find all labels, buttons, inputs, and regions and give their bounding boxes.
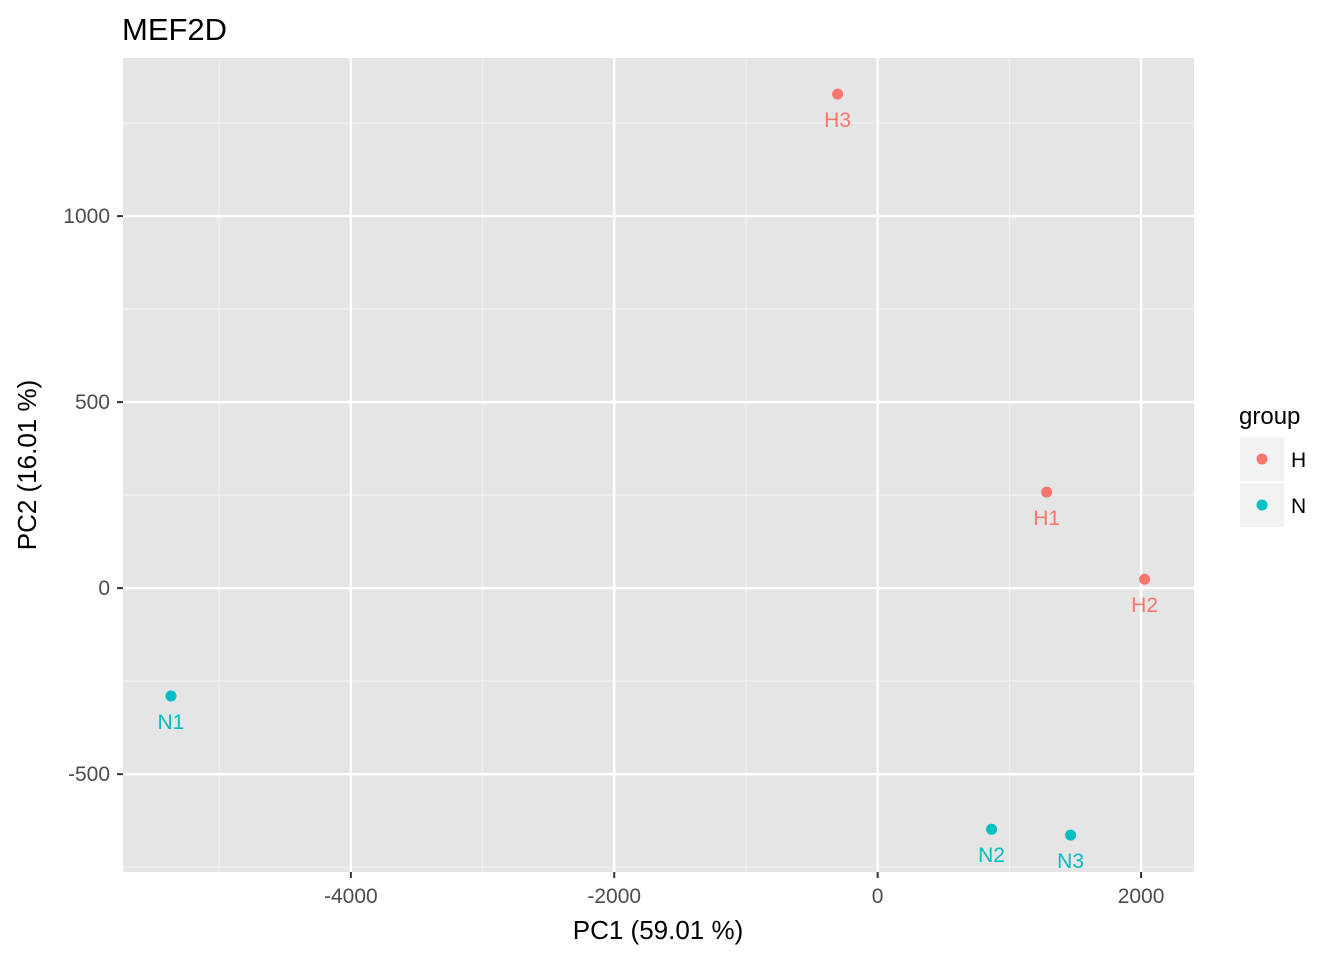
legend-label: H bbox=[1291, 449, 1306, 472]
axes: -4000 -2000 0 2000 -500 0 500 1000 bbox=[63, 205, 1164, 908]
y-tick-label: 1000 bbox=[63, 205, 110, 228]
point-label: H2 bbox=[1131, 594, 1158, 617]
data-point-h1 bbox=[1041, 486, 1053, 498]
y-tick-label: -500 bbox=[68, 763, 110, 786]
y-tick-label: 500 bbox=[75, 391, 110, 414]
y-tick-label: 0 bbox=[98, 577, 110, 600]
grid-lines bbox=[123, 58, 1194, 872]
x-axis-label: PC1 (59.01 %) bbox=[573, 915, 744, 945]
data-points: H3 H1 H2 N1 N2 N3 bbox=[158, 88, 1158, 873]
data-point-h3 bbox=[832, 88, 844, 100]
x-tick-label: 2000 bbox=[1118, 885, 1165, 908]
legend-title: group bbox=[1239, 403, 1300, 430]
point-label: N3 bbox=[1057, 850, 1084, 873]
legend-marker-h bbox=[1256, 453, 1268, 465]
legend-label: N bbox=[1291, 495, 1306, 518]
point-label: N1 bbox=[158, 711, 185, 734]
x-tick-label: -2000 bbox=[587, 885, 641, 908]
chart-title: MEF2D bbox=[122, 12, 227, 47]
x-tick-label: 0 bbox=[872, 885, 884, 908]
data-point-n2 bbox=[986, 823, 998, 835]
data-point-h2 bbox=[1139, 573, 1151, 585]
point-label: N2 bbox=[978, 844, 1005, 867]
point-label: H3 bbox=[824, 109, 851, 132]
data-point-n1 bbox=[165, 690, 177, 702]
y-axis-label: PC2 (16.01 %) bbox=[12, 380, 42, 551]
data-point-n3 bbox=[1065, 829, 1077, 841]
point-label: H1 bbox=[1033, 507, 1060, 530]
legend-marker-n bbox=[1256, 499, 1268, 511]
x-tick-label: -4000 bbox=[324, 885, 378, 908]
legend: group HN bbox=[1239, 403, 1306, 527]
plot-panel bbox=[123, 58, 1194, 872]
